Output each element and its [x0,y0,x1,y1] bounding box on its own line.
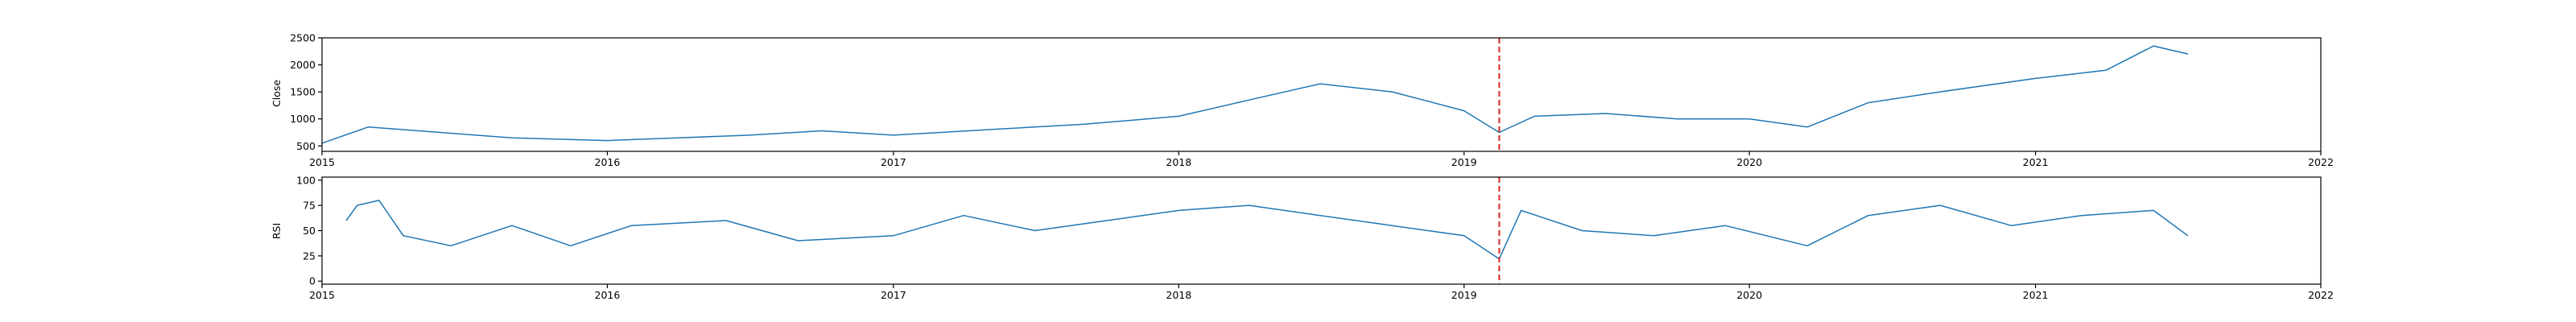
rsi-x-tick-label: 2015 [309,289,335,301]
close-y-tick-label: 1500 [290,86,316,98]
close-plot-frame [321,37,2322,152]
rsi-y-tick-label: 25 [303,250,316,262]
rsi-plot-frame [321,176,2322,285]
close-x-tick-label: 2022 [2308,156,2334,168]
close-y-tick-label: 1000 [290,113,316,125]
rsi-x-tick-label: 2017 [881,289,906,301]
close-y-tick-label: 2500 [290,32,316,44]
close-x-tick-label: 2015 [309,156,335,168]
rsi-x-tick-label: 2020 [1736,289,1762,301]
rsi-y-tick-label: 100 [296,174,316,186]
rsi-panel: RSI 0 25 50 75 100 2015 2016 2017 2018 2019 2020 20… [270,174,2334,301]
close-x-tick-label: 2018 [1166,156,1191,168]
close-y-tick-label: 500 [296,140,316,152]
rsi-series-line [345,200,2189,260]
rsi-y-tick-label: 75 [303,200,316,212]
close-y-tick-label: 2000 [290,59,316,71]
close-x-tick-label: 2016 [595,156,621,168]
rsi-y-axis-label: RSI [270,223,283,239]
rsi-x-tick-label: 2018 [1166,289,1191,301]
rsi-ticks: 0 25 50 75 100 2015 2016 2017 2018 2019 2020 2021 20… [296,174,2334,301]
rsi-x-tick-label: 2016 [595,289,621,301]
close-price-panel: Close 500 1000 1500 2000 2500 2015 2016 2017 201… [270,32,2334,169]
close-x-tick-label: 2021 [2023,156,2049,168]
rsi-y-tick-label: 50 [303,225,316,237]
rsi-x-tick-label: 2021 [2023,289,2049,301]
close-x-tick-label: 2019 [1451,156,1477,168]
rsi-x-tick-label: 2022 [2308,289,2334,301]
rsi-x-tick-label: 2019 [1451,289,1477,301]
close-x-tick-label: 2017 [881,156,906,168]
close-y-axis-label: Close [270,80,283,107]
rsi-y-tick-label: 0 [309,275,316,287]
close-ticks: 500 1000 1500 2000 2500 2015 2016 2017 2018 2019 2… [290,32,2334,169]
close-x-tick-label: 2020 [1736,156,1762,168]
close-series-line [321,45,2189,144]
